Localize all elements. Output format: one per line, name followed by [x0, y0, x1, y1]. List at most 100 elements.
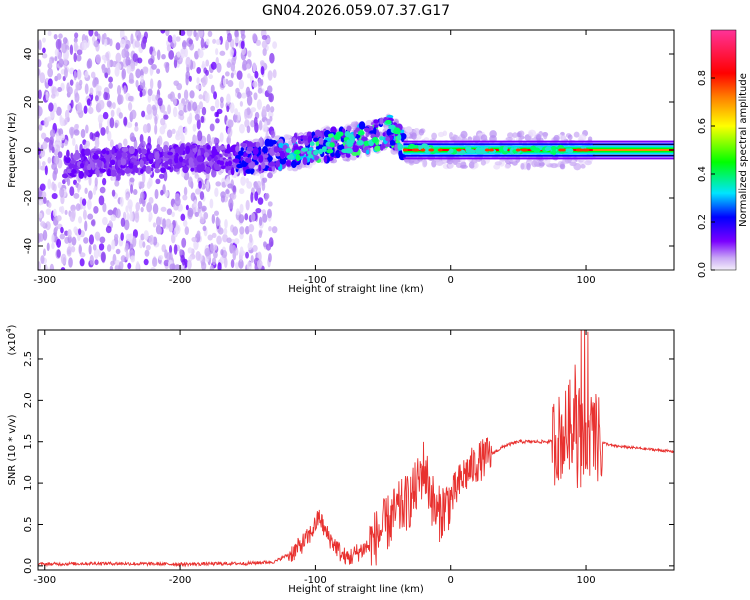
heat-cell [155, 216, 161, 227]
heat-cell [246, 90, 253, 96]
heat-cell [237, 111, 241, 121]
heat-cell [82, 209, 87, 220]
heat-cell [63, 58, 68, 66]
heat-cell [252, 62, 257, 73]
heat-cell [240, 176, 246, 186]
heat-hotspot [329, 142, 335, 148]
heat-cell [543, 132, 548, 140]
heat-peak [428, 148, 434, 152]
heat-cell [201, 205, 207, 212]
spectrogram-heatmap [38, 30, 674, 270]
heat-cell [272, 69, 277, 79]
heat-cell [243, 168, 247, 177]
heat-cell [225, 39, 230, 51]
heat-cell [71, 209, 76, 219]
heat-cell [162, 218, 167, 229]
heat-cell [47, 178, 52, 190]
heat-cell [178, 156, 184, 163]
heat-cell [145, 161, 149, 166]
heat-cell [154, 189, 159, 200]
heat-cell [51, 242, 55, 250]
heat-cell [182, 219, 188, 227]
heat-cell [125, 242, 129, 251]
heat-cell [114, 259, 121, 266]
heat-cell [132, 236, 137, 248]
heat-cell [115, 208, 121, 219]
heat-cell [269, 115, 273, 122]
heat-cell [125, 250, 129, 261]
heat-cell [47, 78, 53, 87]
heat-cell [123, 138, 128, 147]
heat-cell [217, 227, 224, 235]
heat-cell [209, 198, 214, 209]
heat-hotspot [295, 154, 301, 162]
heat-cell [435, 160, 444, 166]
heat-cell [156, 158, 162, 163]
heat-cell [183, 186, 188, 196]
heat-cell [69, 79, 74, 86]
heat-cell [205, 69, 209, 76]
heat-cell [283, 134, 289, 140]
heat-cell [142, 198, 146, 207]
heat-cell [115, 52, 122, 63]
heat-cell [139, 159, 145, 168]
heat-cell [109, 139, 114, 148]
heat-cell [245, 251, 249, 259]
heat-cell [209, 242, 214, 252]
heat-cell [141, 110, 146, 118]
heat-cell [330, 126, 337, 135]
heat-cell [199, 216, 205, 224]
heat-cell [268, 93, 274, 103]
heat-cell [139, 181, 145, 189]
heat-cell [255, 208, 262, 214]
heat-cell [214, 98, 220, 109]
heat-cell [106, 100, 112, 108]
heat-cell [229, 48, 234, 58]
heat-cell [42, 47, 46, 54]
heat-cell [220, 249, 224, 256]
heat-cell [123, 116, 128, 127]
heat-cell [327, 133, 334, 138]
heat-peak [484, 148, 490, 152]
heat-cell [93, 187, 97, 196]
snr-y-axis-label: SNR (10 * v/v) [7, 414, 18, 485]
heat-cell [127, 95, 134, 102]
heat-cell [257, 78, 262, 87]
heat-cell [94, 131, 100, 138]
heat-cell [209, 123, 215, 132]
heat-cell [245, 157, 252, 164]
heat-cell [198, 49, 204, 59]
heat-cell [48, 139, 54, 151]
heat-cell [226, 93, 231, 105]
heat-cell [180, 213, 186, 222]
heat-cell [125, 233, 132, 242]
heat-cell [194, 113, 200, 121]
heat-cell [137, 57, 143, 64]
heat-cell [80, 128, 86, 139]
heat-cell [285, 160, 292, 167]
heat-cell [227, 160, 233, 167]
heat-cell [258, 164, 262, 172]
heat-cell [47, 30, 52, 37]
heat-cell [526, 162, 531, 171]
heat-cell [245, 199, 250, 211]
heat-cell [145, 165, 152, 174]
heat-cell [88, 234, 95, 245]
heat-cell [86, 60, 91, 69]
heat-cell [167, 158, 174, 165]
heat-cell [257, 197, 264, 205]
heat-cell [431, 159, 437, 168]
heat-cell [242, 59, 248, 71]
heat-cell [250, 107, 257, 113]
heat-cell [178, 147, 184, 156]
heat-cell [199, 211, 203, 218]
heat-cell [234, 108, 239, 116]
heat-cell [229, 102, 235, 114]
heat-cell [197, 148, 201, 156]
heat-cell [123, 219, 130, 231]
heat-cell [147, 153, 154, 160]
heat-cell [268, 161, 276, 167]
heat-cell [140, 168, 144, 174]
heat-cell [121, 48, 127, 59]
heat-cell [87, 213, 94, 220]
